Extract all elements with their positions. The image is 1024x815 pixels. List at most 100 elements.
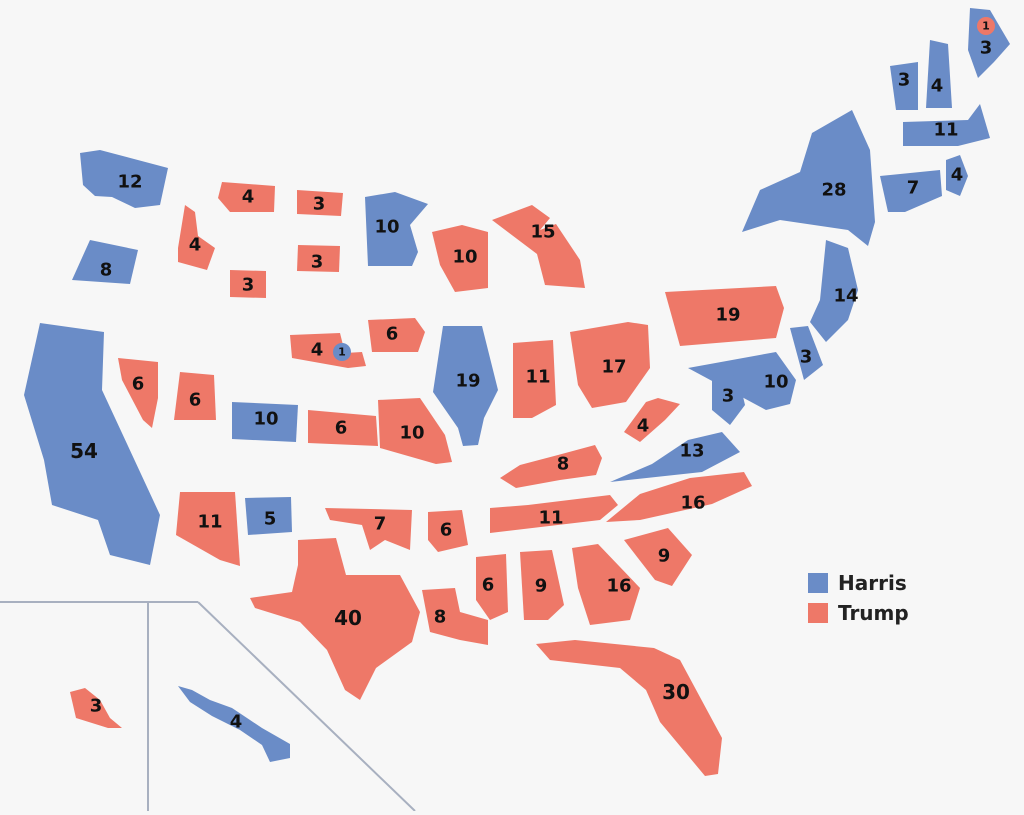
electoral-votes-label-nj: 14: [833, 286, 858, 307]
state-shape-mi: [492, 205, 585, 288]
state-shape-ut: [174, 372, 216, 420]
state-shape-id: [178, 205, 215, 270]
state-wy: 3: [297, 190, 343, 216]
state-shape-sd: [230, 270, 266, 298]
electoral-votes-label-sd: 3: [242, 275, 255, 296]
legend-label-harris: Harris: [838, 571, 907, 595]
electoral-votes-label-il: 19: [455, 371, 480, 392]
state-shape-tx: [250, 538, 420, 700]
electoral-votes-label-ga: 16: [606, 576, 631, 597]
state-shape-ca: [24, 323, 160, 565]
state-al: 9: [520, 550, 564, 620]
state-dc: 3: [712, 375, 745, 425]
state-md: 10: [688, 352, 796, 410]
state-il: 19: [433, 326, 498, 446]
electoral-votes-label-ky: 8: [557, 454, 570, 475]
electoral-votes-label-ut: 6: [189, 390, 202, 411]
electoral-votes-label-va: 13: [679, 441, 704, 462]
state-mi: 15: [492, 205, 585, 288]
electoral-votes-label-nh: 4: [931, 76, 944, 97]
electoral-votes-label-me-2: 1: [982, 20, 990, 33]
state-shape-wi: [432, 225, 488, 292]
state-ak: 3: [70, 688, 122, 728]
state-shape-va: [610, 432, 740, 482]
electoral-votes-label-al: 9: [535, 576, 548, 597]
state-shape-sc: [624, 528, 692, 586]
state-mt: 4: [218, 182, 275, 212]
state-nd: 3: [297, 245, 340, 273]
state-shape-al: [520, 550, 564, 620]
state-shape-nm: [245, 497, 292, 535]
state-shape-la: [422, 588, 488, 645]
district-marker-me-2: [977, 17, 995, 35]
state-id: 4: [178, 205, 215, 270]
legend-swatch-harris: [808, 573, 828, 593]
state-va: 13: [610, 432, 740, 482]
state-shape-md: [688, 352, 796, 410]
state-shape-ne: [290, 333, 366, 368]
state-mo: 10: [378, 398, 452, 464]
state-ne: 4: [290, 333, 366, 368]
state-vt: 3: [890, 62, 918, 110]
state-shape-mn: [365, 192, 428, 266]
electoral-votes-label-hi: 4: [230, 712, 243, 733]
state-ny: 28: [742, 110, 875, 246]
state-ca: 54: [24, 323, 160, 565]
electoral-votes-label-ne-2: 1: [338, 346, 346, 359]
electoral-votes-label-wy: 3: [313, 194, 326, 215]
electoral-votes-label-ks: 6: [335, 418, 348, 439]
electoral-votes-label-wv: 4: [637, 416, 650, 437]
state-shape-nd: [297, 245, 340, 272]
electoral-votes-label-me: 3: [980, 38, 993, 59]
state-mn: 10: [365, 192, 428, 266]
state-shape-ks: [308, 410, 378, 446]
legend-swatch-trump: [808, 603, 828, 623]
electoral-votes-label-ny: 28: [821, 180, 846, 201]
electoral-votes-label-de: 3: [800, 347, 813, 368]
state-shape-ok: [325, 508, 412, 550]
state-ms: 6: [476, 554, 508, 620]
state-shape-ar: [428, 510, 468, 552]
state-sc: 9: [624, 528, 692, 586]
state-ut: 6: [174, 372, 216, 420]
electoral-votes-label-ma: 11: [933, 120, 958, 141]
state-fl: 30: [536, 640, 722, 776]
state-shape-in: [513, 340, 556, 418]
state-shape-nj: [810, 240, 858, 342]
state-ct: 7: [880, 170, 942, 212]
electoral-votes-label-ne: 4: [311, 340, 324, 361]
state-shape-ia: [368, 318, 425, 352]
state-ky: 8: [500, 445, 602, 488]
electoral-votes-label-sc: 9: [658, 546, 671, 567]
state-shape-or: [72, 240, 138, 284]
electoral-votes-label-co: 10: [253, 409, 278, 430]
electoral-votes-label-ak: 3: [90, 696, 103, 717]
state-tx: 40: [250, 538, 420, 700]
electoral-votes-label-tn: 11: [538, 508, 563, 529]
state-ma: 11: [903, 104, 990, 146]
state-shape-nc: [606, 472, 752, 522]
state-shape-tn: [490, 495, 618, 533]
state-shape-mo: [378, 398, 452, 464]
state-shape-ma: [903, 104, 990, 146]
state-wa: 12: [80, 150, 168, 208]
state-or: 8: [72, 240, 138, 284]
electoral-votes-label-la: 8: [434, 607, 447, 628]
electoral-votes-label-nc: 16: [680, 493, 705, 514]
state-shape-oh: [570, 322, 650, 408]
state-shape-nh: [926, 40, 952, 108]
state-wi: 10: [432, 225, 488, 292]
state-co: 10: [232, 402, 298, 442]
electoral-votes-label-vt: 3: [898, 70, 911, 91]
electoral-votes-label-ri: 4: [951, 165, 964, 186]
state-in: 11: [513, 340, 556, 418]
electoral-votes-label-tx: 40: [334, 606, 362, 630]
state-nm: 5: [245, 497, 292, 535]
state-tn: 11: [490, 495, 618, 533]
electoral-votes-label-oh: 17: [601, 357, 626, 378]
state-shape-co: [232, 402, 298, 442]
state-shape-pa: [665, 286, 784, 346]
state-nc: 16: [606, 472, 752, 522]
state-shape-az: [176, 492, 240, 566]
